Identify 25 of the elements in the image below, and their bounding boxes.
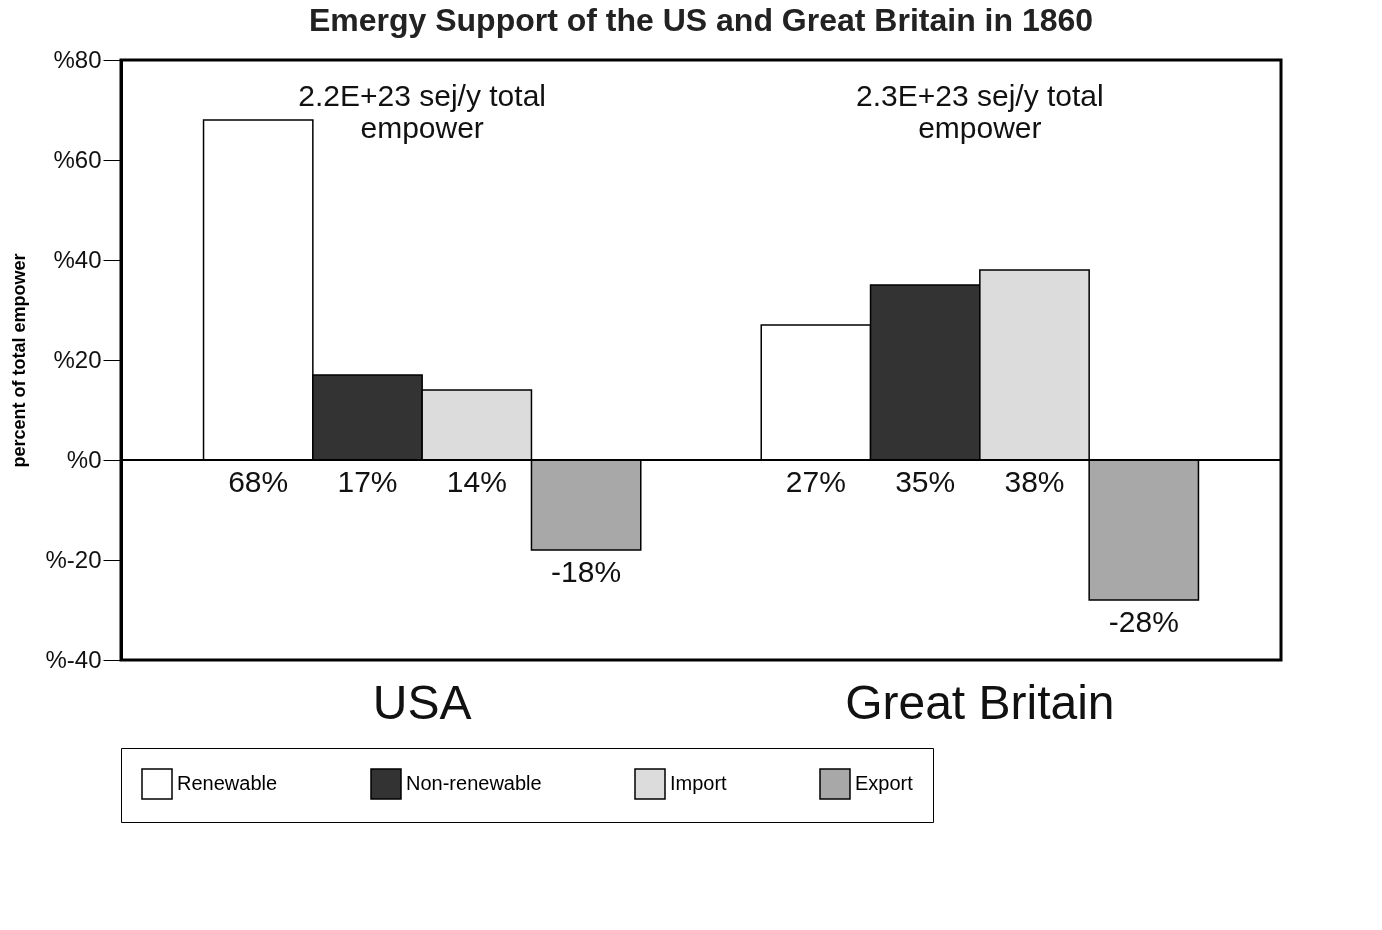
legend-label: Renewable bbox=[177, 772, 278, 794]
legend-label: Export bbox=[855, 772, 914, 794]
annotation: 2.3E+23 sej/y total empower bbox=[856, 79, 1104, 144]
legend-label: Non-renewable bbox=[406, 772, 542, 794]
y-tick-label: %-40 bbox=[45, 645, 102, 673]
data-label: 68% bbox=[228, 465, 289, 498]
x-tick-label: USA bbox=[372, 675, 472, 729]
y-axis-title: percent of total empower bbox=[9, 253, 30, 468]
y-tick-label: %0 bbox=[66, 445, 102, 473]
data-label: 14% bbox=[446, 465, 507, 498]
data-label: 17% bbox=[337, 465, 398, 498]
y-tick-label: %20 bbox=[53, 345, 102, 373]
legend-label: Import bbox=[670, 772, 728, 794]
data-label: -28% bbox=[1108, 605, 1179, 638]
annotation: 2.2E+23 sej/y total empower bbox=[298, 79, 546, 144]
y-tick-label: %60 bbox=[53, 145, 102, 173]
y-tick-label: %80 bbox=[53, 45, 102, 73]
data-label: 38% bbox=[1004, 465, 1065, 498]
y-tick-label: %-20 bbox=[45, 545, 102, 573]
x-tick-label: Great Britain bbox=[845, 675, 1115, 729]
chart-title: Emergy Support of the US and Great Britain in 1860 bbox=[308, 2, 1094, 38]
data-label: 35% bbox=[895, 465, 956, 498]
data-label: 27% bbox=[785, 465, 846, 498]
y-tick-label: %40 bbox=[53, 245, 102, 273]
data-label: -18% bbox=[551, 555, 622, 588]
